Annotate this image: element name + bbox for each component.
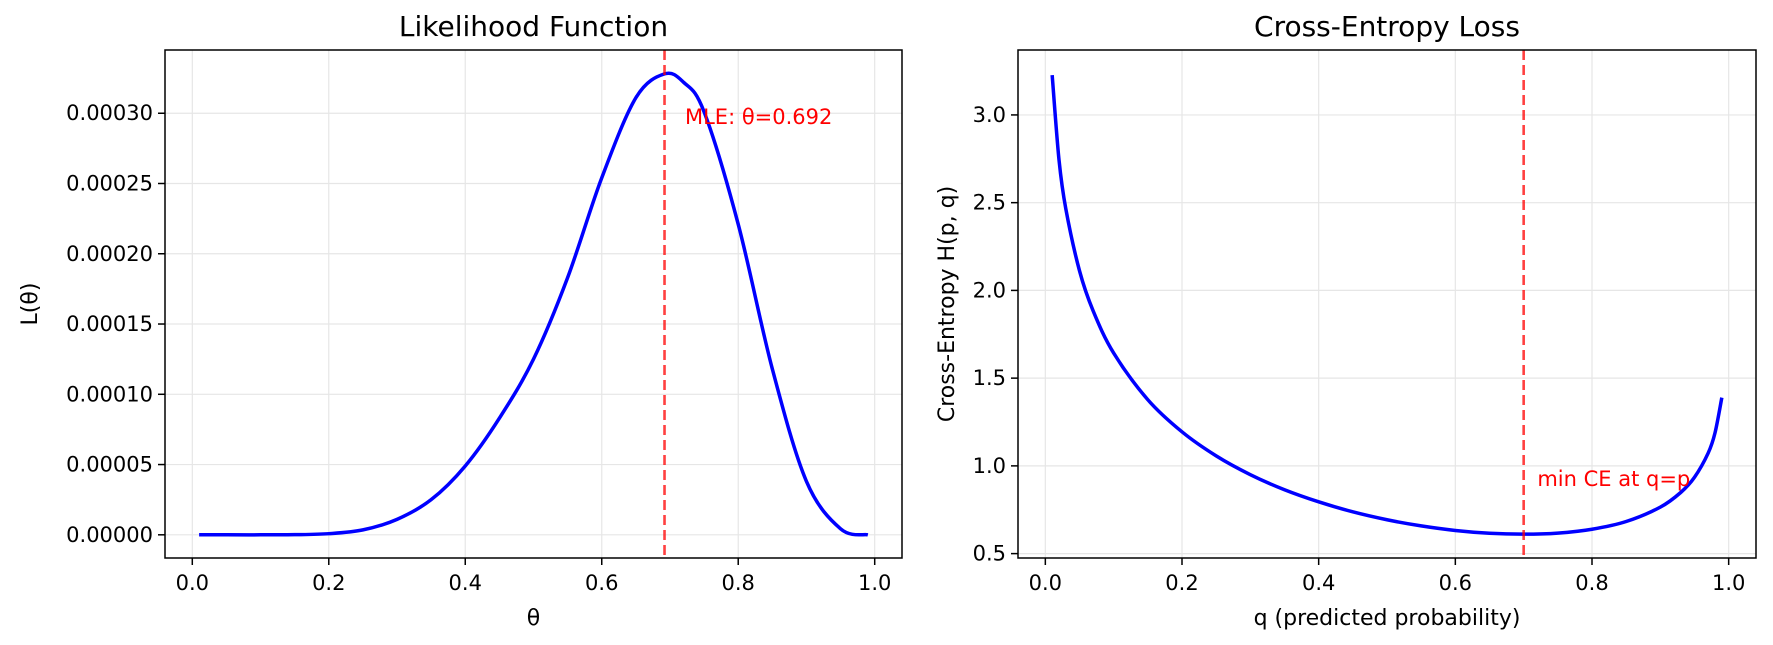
y-tick-label: 0.00025: [66, 171, 153, 195]
y-tick-label: 0.00005: [66, 453, 153, 477]
annotation-label: MLE: θ=0.692: [685, 105, 832, 129]
y-tick-label: 3.0: [973, 103, 1006, 127]
chart-title: Cross-Entropy Loss: [1254, 10, 1520, 43]
y-tick-label: 0.00030: [66, 101, 153, 125]
y-axis-label: L(θ): [18, 283, 43, 326]
x-axis-label: q (predicted probability): [1254, 606, 1521, 631]
y-axis-label: Cross-Entropy H(p, q): [935, 186, 960, 422]
y-tick-label: 0.00020: [66, 242, 153, 266]
x-tick-label: 0.6: [585, 571, 618, 595]
annotation-label: min CE at q=p: [1537, 467, 1690, 491]
x-tick-label: 0.4: [1302, 571, 1335, 595]
axes-frame: [1017, 49, 1757, 559]
y-tick-label: 2.0: [973, 278, 1006, 302]
y-tick-label: 0.00015: [66, 312, 153, 336]
y-tick-label: 1.0: [973, 454, 1006, 478]
x-tick-label: 0.0: [176, 571, 209, 595]
y-tick-label: 0.00010: [66, 382, 153, 406]
x-tick-label: 0.0: [1029, 571, 1062, 595]
x-tick-label: 1.0: [1712, 571, 1745, 595]
axes-frame: [164, 49, 903, 559]
x-tick-label: 0.4: [449, 571, 482, 595]
cross-entropy-panel: 0.0 0.2 0.4 0.6 0.8 1.0 0.5 1.0 1.5 2.0 2.5 3.0 min …: [935, 10, 1757, 631]
x-axis-label: θ: [527, 606, 540, 631]
series-line: [199, 71, 869, 537]
series-line: [1050, 74, 1724, 536]
y-tick-label: 0.00000: [66, 523, 153, 547]
x-tick-label: 1.0: [858, 571, 891, 595]
x-tick-label: 0.8: [722, 571, 755, 595]
x-tick-label: 0.2: [1165, 571, 1198, 595]
x-tick-label: 0.8: [1575, 571, 1608, 595]
chart-title: Likelihood Function: [399, 10, 668, 43]
x-tick-label: 0.2: [312, 571, 345, 595]
likelihood-panel: 0.0 0.2 0.4 0.6 0.8 1.0 0.00000 0.00005 0.00010 0…: [18, 10, 903, 631]
x-tick-label: 0.6: [1439, 571, 1472, 595]
y-tick-label: 1.5: [973, 366, 1006, 390]
y-tick-label: 2.5: [973, 191, 1006, 215]
y-tick-label: 0.5: [973, 542, 1006, 566]
